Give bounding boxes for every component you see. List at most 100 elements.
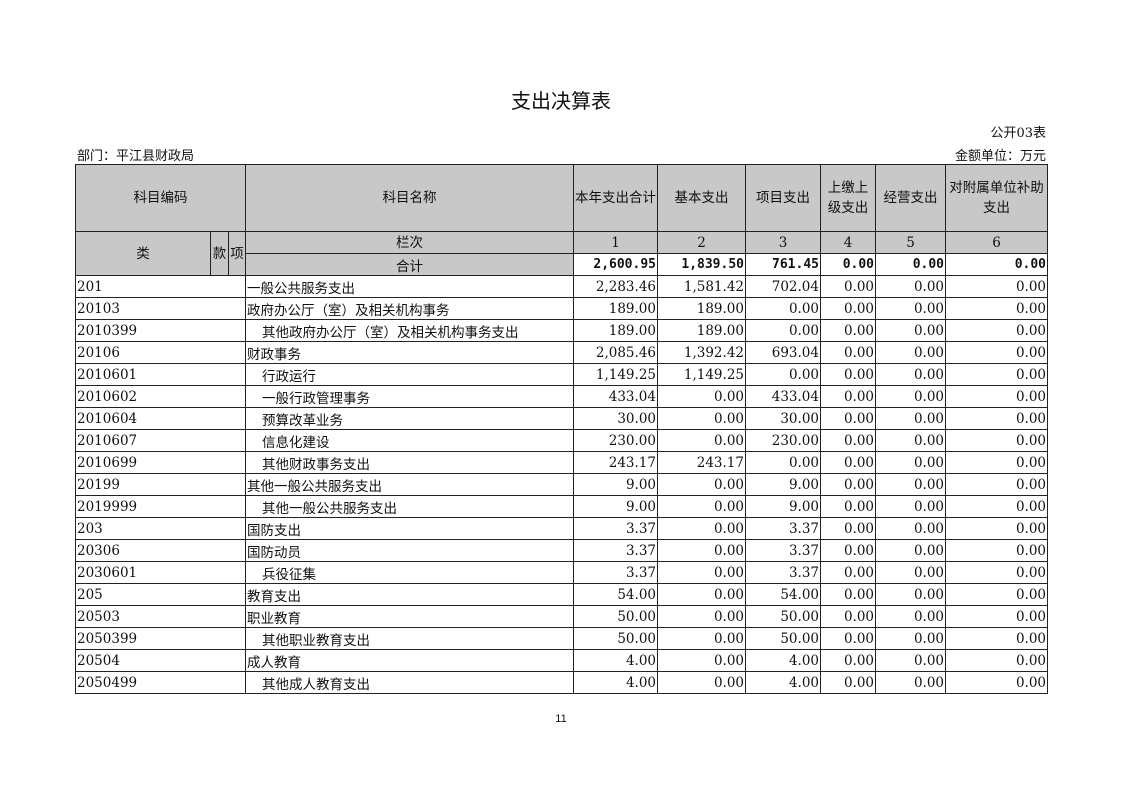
subject-name: 国防支出 <box>245 517 574 540</box>
amount-cell: 0.00 <box>945 451 1048 474</box>
table-row: 2010601 行政运行 1,149.25 1,149.25 0.00 0.00 0.00 0… <box>75 363 1048 386</box>
amount-cell: 1,149.25 <box>573 363 658 386</box>
subject-name: 预算改革业务 <box>245 407 574 430</box>
table-row: 2010602 一般行政管理事务 433.04 0.00 433.04 0.00 0.00 0… <box>75 385 1048 408</box>
header-c2: 基本支出 <box>657 164 746 232</box>
amount-cell: 50.00 <box>573 627 658 650</box>
amount-cell: 0.00 <box>820 341 876 364</box>
amount-cell: 0.00 <box>875 649 946 672</box>
amount-cell: 1,149.25 <box>657 363 746 386</box>
page-number: 11 <box>555 713 567 725</box>
amount-cell: 30.00 <box>745 407 821 430</box>
col-number: 1 <box>573 231 658 254</box>
amount-cell: 0.00 <box>945 627 1048 650</box>
table-row: 2050399 其他职业教育支出 50.00 0.00 50.00 0.00 0.00 0.0… <box>75 627 1048 650</box>
amount-cell: 0.00 <box>945 319 1048 342</box>
amount-cell: 2,085.46 <box>573 341 658 364</box>
amount-cell: 0.00 <box>945 275 1048 298</box>
subject-code: 2010601 <box>75 363 246 386</box>
amount-cell: 0.00 <box>820 451 876 474</box>
amount-cell: 0.00 <box>945 429 1048 452</box>
total-value: 2,600.95 <box>573 253 658 276</box>
table-row: 203 国防支出 3.37 0.00 3.37 0.00 0.00 0.00 <box>75 517 1048 540</box>
amount-cell: 243.17 <box>573 451 658 474</box>
amount-cell: 0.00 <box>820 319 876 342</box>
amount-cell: 4.00 <box>745 671 821 694</box>
page-title: 支出决算表 <box>511 89 611 113</box>
header-c5: 经营支出 <box>875 164 946 232</box>
total-row: 合计 2,600.95 1,839.50 761.45 0.00 0.00 0.00 <box>76 253 1048 276</box>
amount-cell: 0.00 <box>657 517 746 540</box>
amount-cell: 693.04 <box>745 341 821 364</box>
amount-cell: 0.00 <box>945 605 1048 628</box>
amount-cell: 189.00 <box>573 297 658 320</box>
table-code: 公开03表 <box>990 126 1046 141</box>
table-row: 2010699 其他财政事务支出 243.17 243.17 0.00 0.00 0.00 0… <box>75 451 1048 474</box>
amount-cell: 0.00 <box>657 605 746 628</box>
amount-cell: 9.00 <box>573 473 658 496</box>
header-code: 科目编码 <box>75 164 246 232</box>
amount-cell: 50.00 <box>745 627 821 650</box>
amount-cell: 0.00 <box>657 473 746 496</box>
amount-cell: 0.00 <box>820 385 876 408</box>
amount-cell: 0.00 <box>875 275 946 298</box>
amount-cell: 3.37 <box>745 539 821 562</box>
amount-cell: 0.00 <box>945 341 1048 364</box>
subject-code: 2030601 <box>75 561 246 584</box>
amount-cell: 0.00 <box>820 517 876 540</box>
subject-code: 20199 <box>75 473 246 496</box>
subject-name: 政府办公厅（室）及相关机构事务 <box>245 297 574 320</box>
col-number: 2 <box>657 231 746 254</box>
amount-cell: 0.00 <box>745 451 821 474</box>
amount-cell: 243.17 <box>657 451 746 474</box>
total-value: 0.00 <box>945 253 1048 276</box>
amount-cell: 0.00 <box>657 385 746 408</box>
header-lei: 类 <box>75 231 211 276</box>
total-label: 合计 <box>245 253 574 276</box>
subject-name: 成人教育 <box>245 649 574 672</box>
subject-code: 203 <box>75 517 246 540</box>
amount-cell: 189.00 <box>657 297 746 320</box>
table-row: 2010604 预算改革业务 30.00 0.00 30.00 0.00 0.00 0.00 <box>75 407 1048 430</box>
subject-code: 2010399 <box>75 319 246 342</box>
amount-cell: 0.00 <box>820 297 876 320</box>
table-row: 201 一般公共服务支出 2,283.46 1,581.42 702.04 0.00 0.0… <box>75 275 1048 298</box>
subject-code: 20503 <box>75 605 246 628</box>
header-c3: 项目支出 <box>745 164 821 232</box>
amount-cell: 0.00 <box>657 407 746 430</box>
subject-code: 20306 <box>75 539 246 562</box>
table-row: 20103 政府办公厅（室）及相关机构事务 189.00 189.00 0.00 0.00… <box>75 297 1048 320</box>
subject-name: 其他一般公共服务支出 <box>245 473 574 496</box>
header-xiang: 项 <box>228 231 246 276</box>
amount-cell: 3.37 <box>745 561 821 584</box>
amount-cell: 0.00 <box>875 561 946 584</box>
amount-cell: 0.00 <box>875 341 946 364</box>
subject-code: 205 <box>75 583 246 606</box>
subject-name: 其他一般公共服务支出 <box>245 495 574 518</box>
table-row: 20503 职业教育 50.00 0.00 50.00 0.00 0.00 0.00 <box>75 605 1048 628</box>
amount-cell: 0.00 <box>820 407 876 430</box>
amount-cell: 0.00 <box>875 297 946 320</box>
amount-cell: 50.00 <box>573 605 658 628</box>
col-number: 3 <box>745 231 821 254</box>
amount-cell: 4.00 <box>745 649 821 672</box>
table-row: 2010607 信息化建设 230.00 0.00 230.00 0.00 0.00 0.00 <box>75 429 1048 452</box>
expenditure-table: 科目编码 科目名称 本年支出合计 基本支出 项目支出 上缴上级支出 经营支出 对… <box>75 164 1048 694</box>
amount-cell: 433.04 <box>745 385 821 408</box>
amount-cell: 0.00 <box>875 605 946 628</box>
amount-cell: 54.00 <box>573 583 658 606</box>
amount-cell: 0.00 <box>657 583 746 606</box>
table-row: 2030601 兵役征集 3.37 0.00 3.37 0.00 0.00 0.00 <box>75 561 1048 584</box>
table-row: 2010399 其他政府办公厅（室）及相关机构事务支出 189.00 189.00 0.… <box>75 319 1048 342</box>
amount-cell: 0.00 <box>657 495 746 518</box>
subject-code: 20103 <box>75 297 246 320</box>
table-row: 2019999 其他一般公共服务支出 9.00 0.00 9.00 0.00 0.00 0.0… <box>75 495 1048 518</box>
amount-cell: 230.00 <box>573 429 658 452</box>
subject-name: 国防动员 <box>245 539 574 562</box>
amount-cell: 0.00 <box>945 495 1048 518</box>
table-row: 2050499 其他成人教育支出 4.00 0.00 4.00 0.00 0.00 0.00 <box>75 671 1048 694</box>
amount-cell: 0.00 <box>945 385 1048 408</box>
amount-cell: 0.00 <box>945 407 1048 430</box>
subject-name: 其他财政事务支出 <box>245 451 574 474</box>
subject-name: 一般公共服务支出 <box>245 275 574 298</box>
